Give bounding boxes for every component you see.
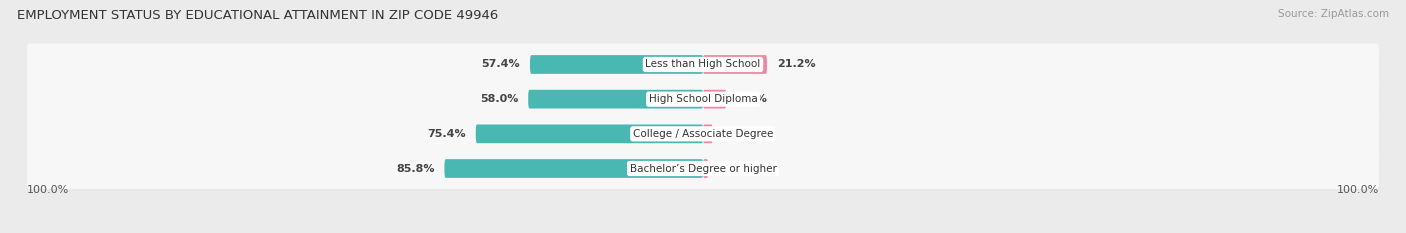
Text: 85.8%: 85.8% [396,164,434,174]
Text: 100.0%: 100.0% [27,185,69,195]
Text: College / Associate Degree: College / Associate Degree [633,129,773,139]
FancyBboxPatch shape [27,44,1379,86]
FancyBboxPatch shape [475,124,703,143]
FancyBboxPatch shape [27,44,1379,86]
Text: EMPLOYMENT STATUS BY EDUCATIONAL ATTAINMENT IN ZIP CODE 49946: EMPLOYMENT STATUS BY EDUCATIONAL ATTAINM… [17,9,498,22]
Text: Bachelor’s Degree or higher: Bachelor’s Degree or higher [630,164,776,174]
Text: 100.0%: 100.0% [1337,185,1379,195]
FancyBboxPatch shape [703,159,709,178]
Text: 7.7%: 7.7% [737,94,768,104]
Text: 57.4%: 57.4% [481,59,520,69]
Text: Less than High School: Less than High School [645,59,761,69]
FancyBboxPatch shape [444,159,703,178]
Text: 75.4%: 75.4% [427,129,465,139]
Text: High School Diploma: High School Diploma [648,94,758,104]
Text: 3.2%: 3.2% [723,129,754,139]
FancyBboxPatch shape [27,78,1379,120]
FancyBboxPatch shape [27,79,1379,121]
Text: Source: ZipAtlas.com: Source: ZipAtlas.com [1278,9,1389,19]
FancyBboxPatch shape [27,148,1379,190]
Text: 58.0%: 58.0% [479,94,519,104]
FancyBboxPatch shape [703,124,713,143]
FancyBboxPatch shape [529,90,703,109]
FancyBboxPatch shape [27,113,1379,155]
FancyBboxPatch shape [27,113,1379,155]
Text: 21.2%: 21.2% [778,59,815,69]
FancyBboxPatch shape [27,147,1379,189]
FancyBboxPatch shape [703,90,727,109]
FancyBboxPatch shape [703,55,766,74]
FancyBboxPatch shape [530,55,703,74]
Text: 1.7%: 1.7% [718,164,749,174]
